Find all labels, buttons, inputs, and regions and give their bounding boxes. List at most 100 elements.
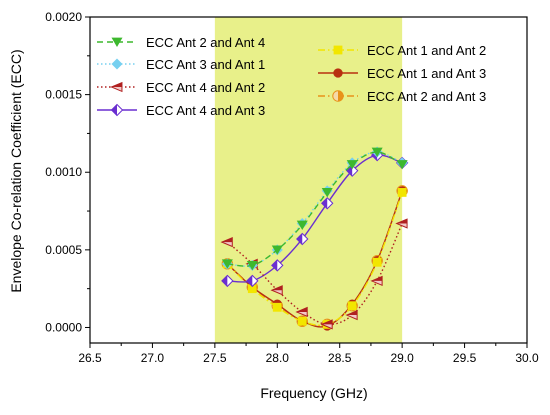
series-3-point-5 — [320, 319, 333, 330]
series-3-point-8-half — [396, 219, 408, 224]
series-5-point-7-shape — [372, 257, 382, 267]
y-tick-label-2: 0.0005 — [45, 243, 82, 257]
series-1-point-6-shape — [346, 160, 358, 170]
series-1-point-4-shape — [296, 220, 308, 230]
x-tick-label-6: 29.0 — [390, 351, 414, 365]
legend-item-6: ECC Ant 1 and Ant 3 — [318, 66, 486, 81]
x-tick-label-7: 29.5 — [453, 351, 477, 365]
series-3-point-4 — [295, 306, 308, 318]
series-3-point-1 — [220, 236, 233, 248]
y-tick-label-1: 0.0000 — [45, 320, 82, 334]
series-4-point-6-half — [346, 165, 353, 177]
legend-swatch-marker-2 — [111, 58, 123, 70]
legend-item-2: ECC Ant 3 and Ant 1 — [97, 57, 265, 72]
x-tick-label-8: 30.0 — [515, 351, 539, 365]
series-4-point-1-half — [221, 275, 228, 287]
legend-swatch-marker-5 — [333, 45, 343, 55]
legend-swatch-marker-1-shape — [111, 37, 123, 47]
series-5-point-2 — [247, 284, 257, 294]
legend-swatch-marker-5-shape — [333, 45, 343, 55]
series-4-point-2-half — [246, 275, 253, 287]
series-4-point-3 — [271, 259, 284, 272]
series-1-point-1-shape — [221, 259, 233, 269]
plot-area — [214, 17, 409, 343]
legend-label-3: ECC Ant 4 and Ant 2 — [146, 80, 265, 95]
series-3-point-4-half — [296, 307, 308, 312]
legend-item-3: ECC Ant 4 and Ant 2 — [97, 80, 265, 95]
legend-swatch-marker-7 — [332, 90, 344, 102]
series-4-point-3-half — [271, 259, 278, 271]
series-1-point-4 — [296, 220, 308, 230]
legend-swatch-marker-6 — [333, 68, 343, 78]
series-5-point-6 — [347, 301, 357, 311]
highlight-band — [214, 17, 403, 343]
series-5-point-4 — [297, 316, 307, 326]
legend-item-1: ECC Ant 2 and Ant 4 — [97, 35, 265, 50]
legend-label-4: ECC Ant 4 and Ant 3 — [146, 103, 265, 118]
legend-item-5: ECC Ant 1 and Ant 2 — [318, 43, 486, 58]
series-3-point-6 — [345, 309, 358, 321]
series-4-point-4 — [296, 232, 309, 246]
series-5-point-6-shape — [347, 301, 357, 311]
y-tick-label-3: 0.0010 — [45, 165, 82, 179]
legend-item-7: ECC Ant 2 and Ant 3 — [318, 89, 486, 104]
series-5-point-7 — [372, 257, 382, 267]
x-tick-label-5: 28.5 — [328, 351, 352, 365]
x-axis-title: Frequency (GHz) — [260, 385, 367, 401]
series-5-point-3 — [272, 302, 282, 312]
series-1-point-8 — [396, 160, 408, 170]
series-5-point-2-shape — [247, 284, 257, 294]
series-4-point-5-half — [321, 197, 328, 209]
series-1-point-1 — [221, 259, 233, 269]
axes: 26.5 27.0 27.5 28.0 28.5 29.0 29.5 30.0 0.0000 0.… — [45, 10, 539, 365]
legend-label-5: ECC Ant 1 and Ant 2 — [367, 43, 486, 58]
legend-swatch-marker-1 — [111, 37, 123, 47]
series-1-point-7 — [371, 147, 383, 158]
series-5-point-4-shape — [297, 316, 307, 326]
legend: ECC Ant 2 and Ant 4 ECC Ant 3 and Ant 1 EC… — [97, 35, 486, 118]
x-tick-label-1: 26.5 — [78, 351, 102, 365]
series-3-point-6-half — [346, 310, 358, 316]
legend-label-6: ECC Ant 1 and Ant 3 — [367, 66, 486, 81]
series-1-point-7-shape — [371, 147, 383, 158]
y-tick-label-4: 0.0015 — [45, 88, 82, 102]
series-3-point-3-half — [271, 285, 283, 291]
series-1 — [221, 147, 408, 271]
legend-swatch-marker-7-half — [338, 90, 344, 102]
legend-swatch-marker-3 — [110, 81, 123, 93]
series-4-point-6 — [345, 164, 359, 177]
series-4-point-1 — [221, 274, 234, 288]
x-tick-label-3: 27.5 — [203, 351, 227, 365]
legend-swatch-marker-4 — [110, 103, 124, 117]
legend-swatch-marker-4-half — [111, 104, 117, 116]
series-5-point-3-shape — [272, 302, 282, 312]
series-4-point-2 — [246, 274, 259, 288]
legend-label-2: ECC Ant 3 and Ant 1 — [146, 57, 265, 72]
series-1-point-2-shape — [246, 260, 258, 271]
series-3-point-3 — [270, 285, 283, 296]
series-1-point-3 — [271, 245, 283, 255]
x-tick-label-2: 27.0 — [141, 351, 165, 365]
series-1-point-2 — [246, 260, 258, 271]
series-5-point-8-shape — [397, 188, 407, 197]
x-tick-label-4: 28.0 — [266, 351, 290, 365]
y-tick-label-5: 0.0020 — [45, 10, 82, 24]
series-5-point-8 — [397, 188, 407, 197]
series-3-point-7 — [370, 275, 383, 287]
series-1-point-5 — [321, 188, 333, 198]
series-3-point-1-half — [221, 237, 233, 243]
series-1-point-3-shape — [271, 245, 283, 255]
y-axis-title: Envelope Co-relation Coefficient (ECC) — [8, 49, 24, 292]
series-1-point-5-shape — [321, 188, 333, 198]
series-3-point-5-half — [321, 319, 333, 325]
series-3-point-7-half — [371, 276, 383, 281]
series-4-point-4-half — [296, 233, 303, 245]
legend-swatch-marker-3-half — [111, 82, 122, 87]
series-1-point-6 — [346, 160, 358, 170]
legend-label-7: ECC Ant 2 and Ant 3 — [367, 89, 486, 104]
series-3-point-8 — [395, 218, 408, 229]
legend-label-1: ECC Ant 2 and Ant 4 — [146, 35, 265, 50]
legend-swatch-marker-2-shape — [111, 58, 123, 70]
legend-swatch-marker-6-shape — [333, 68, 343, 78]
